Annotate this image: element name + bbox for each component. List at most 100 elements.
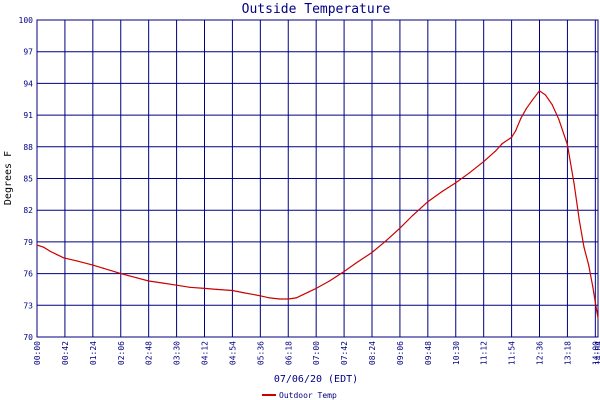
data-point	[120, 273, 122, 275]
data-point	[302, 294, 304, 296]
x-tick-label: 11:12	[480, 341, 489, 365]
data-point	[468, 172, 470, 174]
x-tick-label: 05:36	[256, 341, 265, 365]
data-point	[49, 250, 51, 252]
x-tick-label: 04:12	[201, 341, 210, 365]
y-tick-label: 70	[23, 333, 33, 342]
x-tick-label: 08:24	[368, 341, 377, 365]
data-point	[538, 90, 541, 92]
data-point	[189, 286, 191, 288]
data-point	[525, 108, 527, 110]
data-point	[162, 282, 164, 284]
y-tick-label: 73	[23, 301, 33, 310]
data-point	[592, 285, 594, 287]
data-point	[495, 150, 497, 152]
y-tick-label: 88	[23, 143, 33, 152]
data-point	[43, 246, 45, 248]
data-point	[176, 284, 178, 286]
x-tick-label: 09:48	[424, 341, 433, 365]
x-tick-label: 06:18	[284, 341, 293, 365]
data-point	[259, 295, 261, 297]
y-tick-labels: 70 73 76 79 82 85 88 91 94 97 100	[19, 16, 34, 342]
x-tick-label: 02:06	[117, 341, 126, 365]
data-point	[596, 310, 598, 312]
y-tick-label: 97	[23, 48, 33, 57]
data-point	[63, 257, 65, 259]
data-point	[551, 103, 553, 106]
data-point	[203, 287, 206, 289]
data-point	[399, 227, 401, 229]
y-axis-label: Degrees F	[3, 151, 14, 205]
series-line-outdoor-temp	[36, 89, 599, 319]
x-tick-label: 01:24	[89, 341, 98, 365]
y-tick-label: 100	[19, 16, 34, 25]
x-tick-label: 12:36	[536, 341, 545, 365]
data-point	[427, 201, 429, 203]
y-tick-label: 79	[23, 238, 33, 247]
data-point	[92, 264, 94, 266]
data-point	[308, 291, 311, 293]
data-point	[531, 99, 533, 101]
data-point	[520, 117, 522, 119]
data-point	[148, 280, 150, 282]
data-point	[215, 288, 218, 290]
x-tick-label: 11:54	[508, 341, 517, 365]
y-tick-label: 82	[23, 206, 33, 215]
data-point	[328, 280, 331, 282]
data-point	[515, 130, 517, 132]
data-point	[279, 298, 281, 300]
data-point	[269, 297, 271, 299]
x-axis-label: 07/06/20 (EDT)	[274, 374, 358, 385]
x-tick-label: 04:54	[228, 341, 237, 365]
data-point	[36, 244, 38, 246]
data-point	[102, 267, 105, 269]
data-point	[355, 262, 357, 264]
grid	[36, 19, 599, 338]
x-tick-label: 00:42	[61, 341, 70, 365]
data-point	[483, 161, 485, 163]
data-point	[455, 182, 457, 184]
x-tick-label: 07:00	[312, 341, 321, 365]
x-tick-labels: 00:00 00:42 01:24 02:06 02:48 03:30 04:12 04:54…	[33, 341, 600, 365]
y-tick-label: 94	[23, 79, 33, 88]
data-point	[371, 251, 373, 254]
x-tick-label: 00:00	[33, 341, 42, 365]
data-point	[501, 143, 503, 145]
data-point	[295, 297, 297, 299]
data-point	[343, 270, 345, 273]
x-tick-label: 03:30	[173, 341, 182, 365]
data-point	[76, 260, 78, 262]
data-point	[56, 254, 58, 256]
data-point	[385, 240, 387, 242]
data-point	[242, 292, 244, 294]
legend-label: Outdoor Temp	[279, 391, 337, 400]
data-point	[231, 289, 233, 292]
x-tick-label: 13:18	[563, 341, 572, 365]
data-point	[573, 183, 575, 185]
data-point	[597, 317, 599, 319]
x-tick-label: 02:48	[145, 341, 154, 365]
data-point	[136, 277, 138, 279]
data-point	[566, 144, 569, 146]
data-point	[544, 94, 547, 96]
y-tick-label: 91	[23, 111, 33, 120]
data-point	[315, 287, 317, 289]
data-point	[578, 220, 581, 222]
data-point	[588, 264, 590, 266]
data-point	[287, 298, 289, 300]
x-tick-label: 10:30	[452, 341, 461, 365]
data-point	[594, 301, 596, 303]
x-tick-label: 14:00	[591, 341, 600, 365]
data-point	[511, 136, 513, 138]
y-tick-label: 76	[23, 270, 33, 279]
y-tick-label: 85	[23, 175, 33, 184]
data-point	[583, 246, 585, 248]
data-point	[412, 214, 414, 217]
chart-title: Outside Temperature	[242, 2, 391, 17]
x-tick-label: 14:04	[594, 341, 600, 365]
data-point	[558, 118, 560, 120]
x-tick-label: 07:42	[340, 341, 349, 365]
x-tick-label: 09:06	[396, 341, 405, 365]
series-layer	[36, 89, 599, 319]
